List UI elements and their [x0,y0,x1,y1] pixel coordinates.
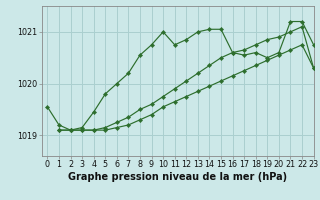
X-axis label: Graphe pression niveau de la mer (hPa): Graphe pression niveau de la mer (hPa) [68,172,287,182]
